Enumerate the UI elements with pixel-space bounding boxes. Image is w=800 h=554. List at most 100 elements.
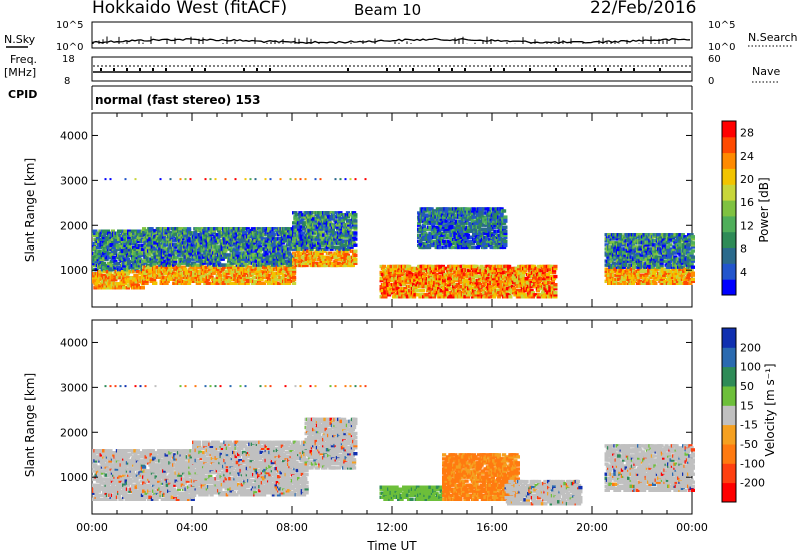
data-cell [305, 241, 310, 245]
data-cell [385, 281, 390, 285]
data-cell [119, 235, 124, 239]
data-cell [250, 227, 255, 231]
data-cell [347, 263, 352, 268]
data-cell [254, 245, 259, 249]
data-cell [258, 255, 263, 259]
data-cell [508, 295, 513, 299]
data-cell [344, 241, 349, 245]
data-cell [294, 245, 299, 249]
data-cell [382, 268, 387, 273]
data-cell [389, 274, 394, 279]
data-cell [275, 273, 280, 277]
data-cell [133, 257, 138, 262]
data-cell [307, 221, 312, 225]
data-cell [202, 235, 207, 239]
data-cell [189, 247, 194, 251]
data-cell [102, 255, 107, 260]
data-cell [269, 233, 274, 237]
data-cell [304, 255, 309, 259]
data-cell [474, 274, 479, 279]
data-cell [283, 245, 288, 249]
freq-mark [243, 68, 245, 71]
data-cell [149, 257, 154, 261]
data-cell [335, 227, 340, 231]
data-cell [118, 270, 123, 274]
data-cell [233, 259, 238, 263]
data-cell [259, 231, 264, 235]
data-cell [165, 229, 170, 233]
data-cell [304, 239, 309, 243]
data-cell [342, 255, 347, 259]
data-cell [145, 277, 150, 281]
data-cell [223, 281, 228, 285]
data-cell [338, 261, 343, 265]
data-cell [104, 235, 109, 239]
data-cell [165, 233, 170, 237]
data-cell [147, 233, 152, 237]
data-cell [140, 247, 145, 252]
data-cell [350, 263, 355, 268]
data-cell [268, 279, 273, 283]
data-cell [124, 274, 129, 278]
data-cell [267, 243, 272, 247]
data-cell [390, 291, 395, 295]
data-cell [199, 235, 204, 239]
data-cell [268, 259, 273, 263]
data-cell [164, 271, 169, 275]
data-cell [217, 229, 222, 233]
data-cell [298, 253, 303, 257]
data-cell [185, 251, 190, 255]
data-cell [553, 274, 558, 279]
data-cell [168, 257, 173, 261]
data-cell [383, 274, 388, 279]
data-cell [270, 253, 275, 257]
data-cell [253, 229, 258, 233]
data-cell [387, 266, 392, 271]
data-cell [300, 215, 305, 219]
data-cell [339, 217, 344, 221]
data-cell [160, 277, 165, 281]
data-cell [122, 255, 127, 260]
data-cell [289, 229, 294, 233]
data-cell [293, 221, 298, 225]
data-cell [142, 267, 147, 271]
data-cell [197, 241, 202, 245]
data-cell [275, 249, 280, 253]
data-cell [93, 253, 98, 258]
data-cell [234, 277, 239, 281]
data-cell [239, 253, 244, 257]
data-cell [252, 257, 257, 261]
data-cell [167, 249, 172, 253]
data-cell [198, 227, 203, 231]
data-cell [127, 235, 132, 239]
data-cell [144, 267, 149, 271]
data-cell [340, 213, 345, 217]
data-cell [222, 265, 227, 269]
data-cell [299, 251, 304, 255]
data-cell [183, 231, 188, 235]
data-cell [113, 278, 118, 282]
data-cell [239, 267, 244, 271]
data-cell [272, 237, 277, 241]
data-cell [339, 227, 344, 231]
data-cell [210, 281, 215, 285]
data-cell [235, 251, 240, 255]
data-cell [105, 272, 110, 276]
data-cell [293, 217, 298, 221]
data-cell [353, 259, 358, 263]
data-cell [160, 255, 165, 259]
data-cell [252, 255, 257, 259]
data-cell [115, 261, 120, 266]
data-cell [134, 280, 139, 284]
data-cell [322, 261, 327, 265]
data-cell [259, 261, 264, 265]
data-cell [347, 225, 352, 229]
data-cell [279, 271, 284, 275]
data-cell [179, 245, 184, 249]
data-cell [334, 255, 339, 259]
data-cell [230, 243, 235, 247]
data-cell [212, 231, 217, 235]
data-cell [100, 249, 105, 254]
data-cell [95, 237, 100, 241]
data-cell [192, 241, 197, 245]
